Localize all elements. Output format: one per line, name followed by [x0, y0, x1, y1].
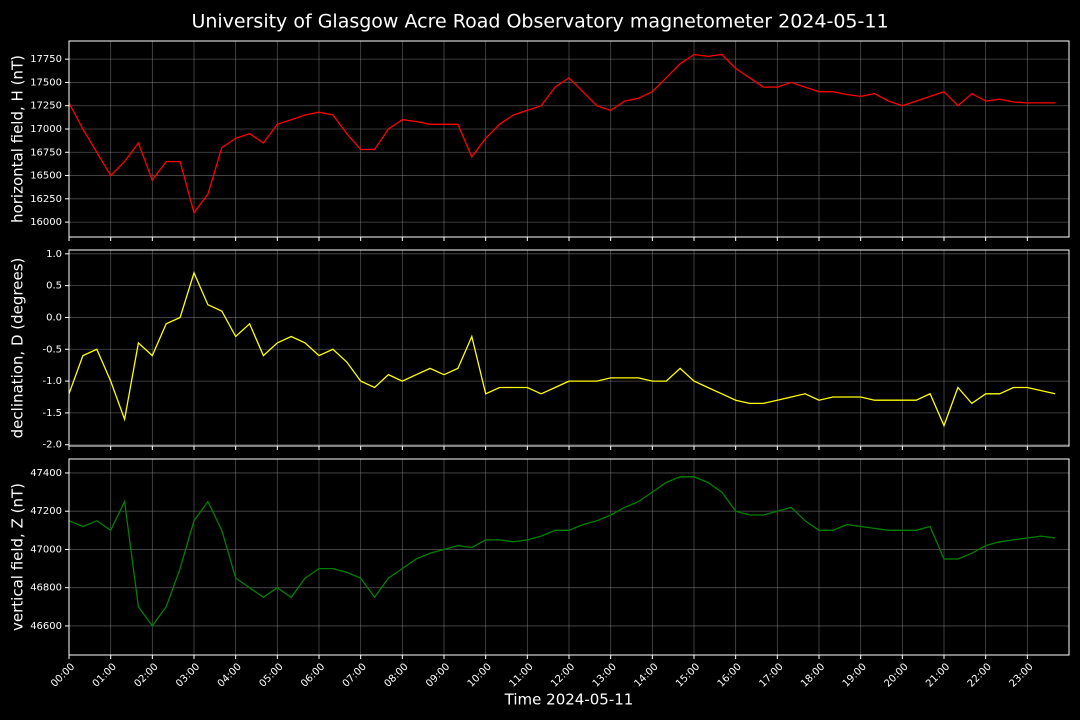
y-tick-label: 17750	[30, 54, 62, 65]
x-tick-label: 15:00	[674, 661, 702, 689]
x-tick-label: 17:00	[757, 661, 785, 689]
x-tick-label: 21:00	[924, 661, 952, 689]
axes-frame	[68, 458, 1070, 656]
x-tick-label: 12:00	[549, 661, 577, 689]
x-tick-label: 11:00	[507, 661, 535, 689]
x-tick-label: 20:00	[882, 661, 910, 689]
x-tick-label: 09:00	[424, 661, 452, 689]
y-tick-label: 46800	[30, 583, 62, 594]
y-tick-label: -2.0	[42, 440, 62, 451]
x-tick-label: 06:00	[299, 661, 327, 689]
y-tick-label: 16250	[30, 194, 62, 205]
y-tick-label: 47400	[30, 468, 62, 479]
x-tick-label: 19:00	[841, 661, 869, 689]
chart-title: University of Glasgow Acre Road Observat…	[191, 11, 888, 33]
y-tick-label: 17500	[30, 77, 62, 88]
y-tick-label: -1.0	[42, 376, 62, 387]
x-tick-label: 23:00	[1007, 661, 1035, 689]
y-axis-label: vertical field, Z (nT)	[9, 483, 27, 631]
y-tick-label: 0.0	[46, 312, 62, 323]
x-tick-label: 22:00	[966, 661, 994, 689]
x-tick-label: 18:00	[799, 661, 827, 689]
data-line	[68, 53, 1056, 215]
y-tick-label: 1.0	[46, 249, 62, 260]
y-tick-label: -0.5	[42, 344, 62, 355]
x-tick-label: 13:00	[591, 661, 619, 689]
x-tick-label: 00:00	[49, 661, 77, 689]
x-tick-label: 10:00	[466, 661, 494, 689]
x-tick-label: 05:00	[257, 661, 285, 689]
x-tick-label: 01:00	[91, 661, 119, 689]
y-axis-label: declination, D (degrees)	[9, 258, 27, 439]
y-tick-label: -1.5	[42, 408, 62, 419]
x-axis-label: Time 2024-05-11	[504, 691, 634, 709]
y-tick-label: 47000	[30, 544, 62, 555]
x-tick-label: 16:00	[716, 661, 744, 689]
y-tick-label: 16000	[30, 217, 62, 228]
y-tick-label: 47200	[30, 506, 62, 517]
y-tick-label: 16750	[30, 147, 62, 158]
axes-frame	[68, 249, 1070, 447]
y-axis-label: horizontal field, H (nT)	[9, 55, 27, 223]
x-tick-label: 04:00	[216, 661, 244, 689]
data-line	[68, 476, 1056, 628]
x-tick-label: 03:00	[174, 661, 202, 689]
y-tick-label: 46600	[30, 621, 62, 632]
x-tick-label: 08:00	[382, 661, 410, 689]
x-tick-label: 14:00	[632, 661, 660, 689]
y-tick-label: 17000	[30, 124, 62, 135]
y-tick-label: 0.5	[46, 281, 62, 292]
data-line	[68, 271, 1056, 428]
axes-frame	[68, 40, 1070, 238]
x-tick-label: 07:00	[341, 661, 369, 689]
x-tick-label: 02:00	[132, 661, 160, 689]
y-tick-label: 17250	[30, 101, 62, 112]
y-tick-label: 16500	[30, 171, 62, 182]
